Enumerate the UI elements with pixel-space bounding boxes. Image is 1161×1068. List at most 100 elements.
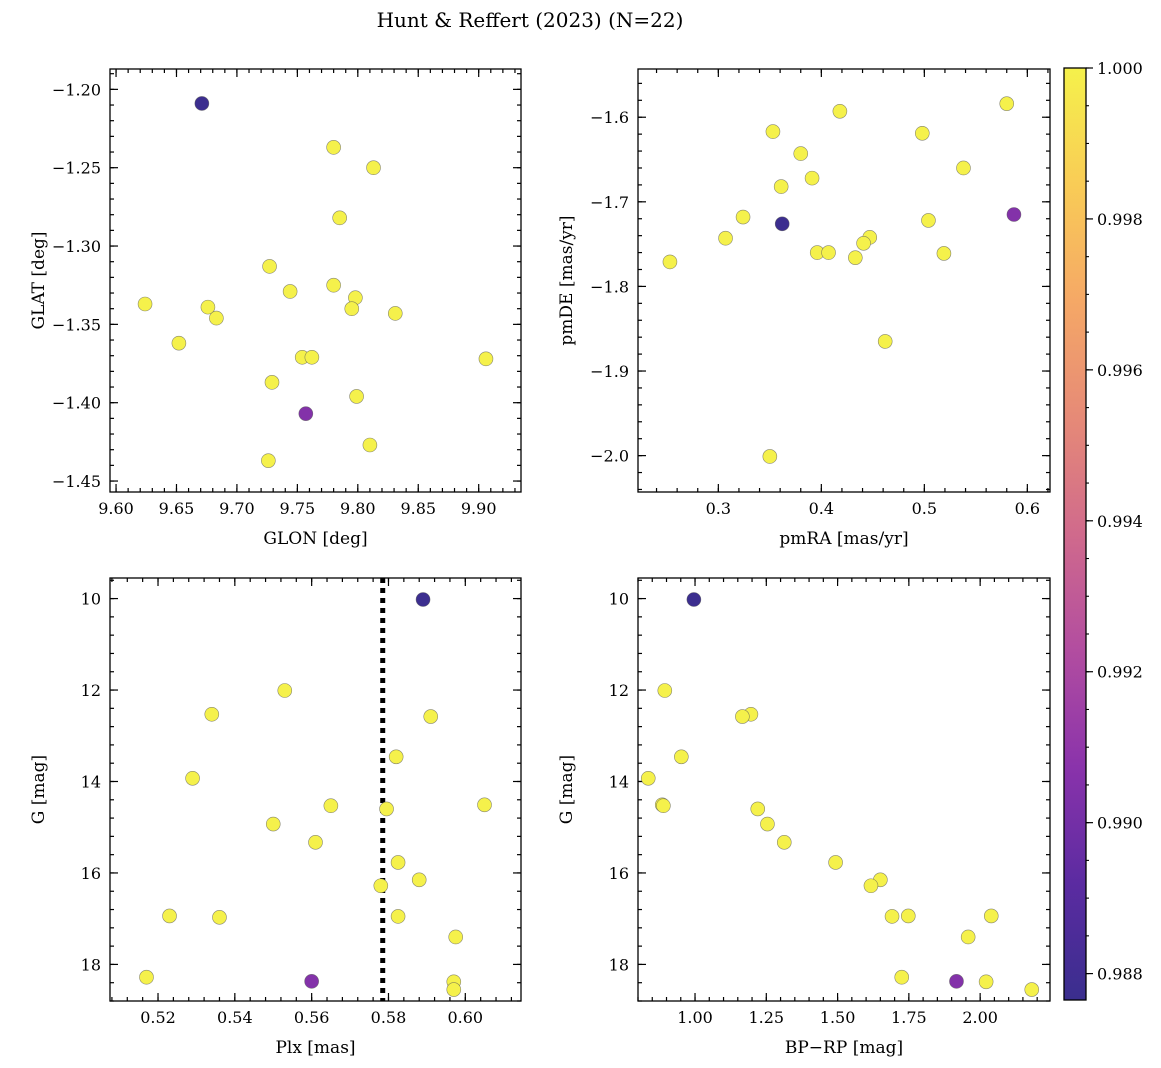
scatter-point: [344, 301, 360, 317]
y-tick-label: 18: [81, 955, 101, 974]
scatter-point: [884, 909, 900, 924]
y-tick-label: 14: [81, 772, 101, 791]
scatter-point: [411, 872, 427, 888]
colorbar-tick-label: 0.988: [1097, 965, 1143, 984]
scatter-point: [804, 170, 820, 186]
x-tick-label: 9.80: [340, 499, 376, 518]
scatter-point: [423, 709, 439, 724]
x-tick-label: 0.56: [294, 1008, 330, 1027]
scatter-point: [332, 210, 347, 226]
scatter-point: [956, 160, 971, 176]
scatter-point: [877, 334, 893, 349]
y-tick-label: −1.6: [590, 108, 629, 127]
scatter-point: [1006, 207, 1022, 222]
y-axis-label: G [mag]: [29, 755, 49, 824]
scatter-point: [960, 929, 976, 945]
x-tick-label: 9.90: [461, 499, 497, 518]
y-axis-label: pmDE [mas/yr]: [557, 215, 577, 345]
panel-glon-glat: 9.60 9.65 9.70 9.75 9.80 9.85 9.90 −1.45 −1.40 −1…: [29, 68, 522, 549]
scatter-point: [212, 910, 227, 925]
scatter-point: [856, 235, 871, 251]
colorbar-tick-label: 0.998: [1097, 210, 1143, 229]
scatter-point: [921, 213, 936, 228]
x-tick-label: 0.6: [1015, 499, 1040, 518]
x-tick-label: 0.4: [809, 499, 834, 518]
scatter-point: [388, 749, 404, 765]
ticks: [637, 578, 1050, 1002]
scatter-point: [477, 797, 492, 813]
scatter-point: [390, 855, 406, 870]
scatter-point: [662, 254, 678, 270]
x-tick-label: 0.52: [140, 1008, 176, 1027]
scatter-point: [366, 160, 381, 175]
y-tick-label: −1.40: [52, 394, 101, 413]
y-tick-label: −1.30: [52, 237, 101, 256]
scatter-point: [162, 908, 177, 924]
scatter-point: [656, 798, 671, 814]
scatter-point: [776, 835, 792, 850]
scatter-point: [999, 96, 1015, 111]
x-tick-label: 9.75: [280, 499, 316, 518]
colorbar-tick-label: 0.996: [1097, 361, 1143, 380]
panel-pmra-pmde: 0.3 0.4 0.5 0.6 −2.0 −1.9 −1.8 −1.7 −1.6 pmRA [ma…: [557, 68, 1051, 549]
scatter-point: [848, 250, 863, 265]
scatter-point: [828, 855, 843, 870]
scatter-point: [773, 179, 789, 194]
scatter-point: [362, 437, 378, 453]
scatter-point: [735, 209, 751, 225]
scatter-point: [478, 351, 494, 367]
x-axis-label: pmRA [mas/yr]: [779, 529, 908, 549]
y-tick-label: 12: [81, 681, 101, 700]
x-tick-label: 1.00: [677, 1008, 713, 1027]
scatter-point: [949, 974, 964, 989]
figure-title: Hunt & Reffert (2023) (N=22): [377, 8, 684, 32]
scatter-point: [762, 449, 778, 464]
colorbar-gradient: [1063, 67, 1087, 1001]
y-tick-label: −1.45: [52, 472, 101, 491]
axes-frame: [109, 68, 522, 493]
scatter-point: [832, 104, 848, 119]
x-tick-label: 9.70: [219, 499, 255, 518]
ticks: [110, 578, 521, 1002]
y-tick-label: −1.35: [52, 315, 101, 334]
scatter-point: [760, 816, 775, 832]
scatter-point: [983, 908, 999, 924]
scatter-point: [261, 453, 276, 468]
y-tick-label: 14: [609, 772, 629, 791]
scatter-point: [718, 230, 733, 246]
scatter-point: [304, 349, 320, 365]
scatter-point: [863, 878, 879, 894]
axes-frame: [637, 577, 1051, 1002]
y-tick-label: −1.25: [52, 159, 101, 178]
colorbar-tick-label: 0.994: [1097, 512, 1143, 531]
scatter-point: [298, 406, 314, 421]
scatter-point: [735, 709, 750, 724]
scatter-point: [185, 770, 200, 786]
scatter-point: [209, 310, 224, 326]
y-tick-label: 16: [81, 864, 101, 883]
colorbar-tick-label: 0.990: [1097, 814, 1143, 833]
x-axis-label: BP−RP [mag]: [785, 1038, 903, 1058]
x-axis-label: GLON [deg]: [263, 529, 367, 549]
x-tick-label: 0.3: [706, 499, 731, 518]
scatter-point: [448, 929, 464, 945]
scatter-point: [323, 798, 339, 814]
scatter-point: [415, 592, 431, 607]
x-tick-label: 0.60: [447, 1008, 483, 1027]
axes-frame: [109, 577, 522, 1002]
scatter-point: [262, 259, 277, 274]
colorbar: 0.988 0.990 0.992 0.994 0.996 0.998 1.000: [1063, 59, 1143, 1001]
ticks: [110, 69, 521, 492]
scatter-point: [326, 140, 341, 155]
scatter-point: [171, 335, 187, 351]
y-tick-label: −1.20: [52, 80, 101, 99]
x-tick-label: 1.75: [891, 1008, 927, 1027]
scatter-point: [277, 683, 293, 698]
x-tick-label: 0.54: [217, 1008, 253, 1027]
y-tick-label: 10: [81, 590, 101, 609]
scatter-point: [204, 706, 220, 722]
scatter-point: [200, 299, 216, 315]
scatter-point: [387, 306, 403, 321]
scatter-point: [1024, 982, 1040, 997]
